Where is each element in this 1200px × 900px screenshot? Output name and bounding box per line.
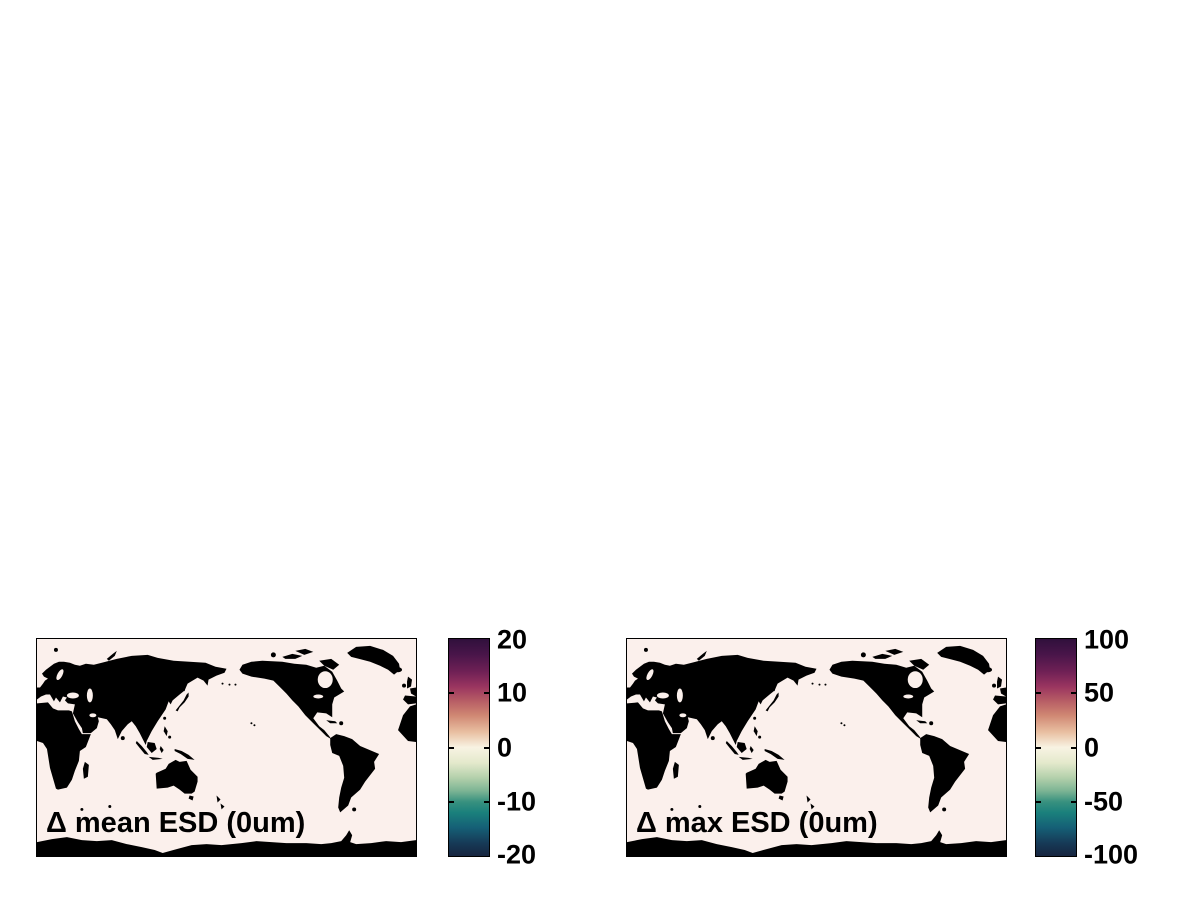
colorbar-tick-mark: [1071, 692, 1076, 695]
colorbar-labels-max-esd: 100 50 0 -50 -100: [1084, 625, 1154, 870]
map-title-max-esd: Δ max ESD (0um): [636, 807, 878, 839]
world-map-max-esd: Δ max ESD (0um): [626, 638, 1007, 857]
colorbar-tick-label: -50: [1084, 786, 1124, 817]
world-map-svg: [627, 639, 1006, 856]
colorbar-tick-label: 0: [1084, 732, 1100, 762]
colorbar-tick-mark: [484, 692, 489, 695]
colorbar-labels-mean-esd: 20 10 0 -10 -20: [497, 625, 567, 870]
colorbar-tick-mark: [484, 746, 489, 749]
colorbar-tick-mark: [1036, 800, 1041, 803]
colorbar-tick-label: 20: [497, 624, 528, 655]
colorbar-tick-label: 50: [1084, 677, 1115, 708]
colorbar-tick-mark: [449, 746, 454, 749]
colorbar-tick-label: -10: [497, 786, 537, 817]
colorbar-tick-mark: [484, 800, 489, 803]
colorbar-tick-mark: [1036, 746, 1041, 749]
colorbar-tick-mark: [1071, 800, 1076, 803]
colorbar-tick-mark: [449, 692, 454, 695]
colorbar-tick-label: 0: [497, 732, 513, 762]
colorbar-tick-mark: [1036, 692, 1041, 695]
colorbar-tick-label: -20: [497, 839, 537, 870]
colorbar-tick-mark: [1071, 746, 1076, 749]
colorbar-tick-label: 10: [497, 677, 528, 708]
colorbar-max-esd: [1035, 638, 1077, 857]
map-title-mean-esd: Δ mean ESD (0um): [46, 807, 306, 839]
world-map-svg: [37, 639, 416, 856]
colorbar-tick-mark: [449, 800, 454, 803]
colorbar-mean-esd: [448, 638, 490, 857]
colorbar-tick-label: -100: [1084, 839, 1139, 870]
colorbar-tick-label: 100: [1084, 624, 1130, 655]
world-map-mean-esd: Δ mean ESD (0um): [36, 638, 417, 857]
